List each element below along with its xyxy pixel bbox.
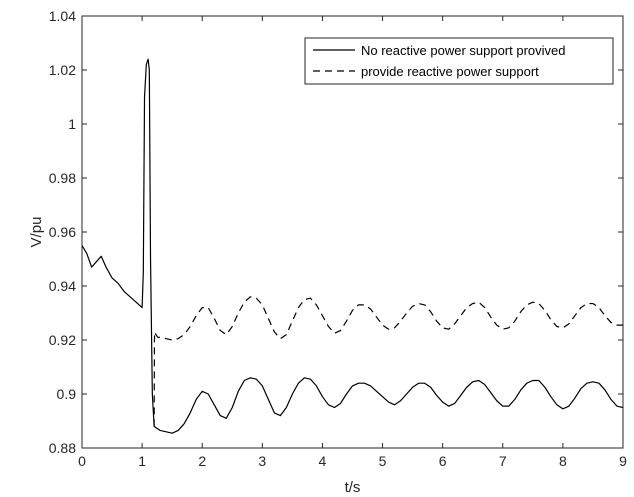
x-tick-label: 7: [499, 453, 507, 469]
y-tick-label: 0.94: [49, 278, 76, 294]
x-axis-title: t/s: [345, 479, 361, 496]
legend-label-1: No reactive power support provived: [361, 43, 566, 58]
series-line-1: [82, 59, 623, 433]
y-tick-label: 1.02: [49, 62, 76, 78]
y-tick-label: 0.98: [49, 170, 76, 186]
x-tick-label: 3: [258, 453, 266, 469]
legend-label-2: provide reactive power support: [361, 64, 539, 79]
y-tick-label: 1.04: [49, 8, 76, 24]
x-tick-label: 0: [78, 453, 86, 469]
x-tick-label: 1: [138, 453, 146, 469]
x-tick-label: 6: [439, 453, 447, 469]
y-tick-label: 0.9: [57, 386, 77, 402]
y-tick-label: 0.88: [49, 440, 76, 456]
x-tick-label: 9: [619, 453, 627, 469]
y-tick-label: 0.92: [49, 332, 76, 348]
y-tick-label: 0.96: [49, 224, 76, 240]
x-tick-label: 5: [379, 453, 387, 469]
x-tick-label: 2: [198, 453, 206, 469]
y-axis-title: V/pu: [28, 217, 45, 248]
y-tick-label: 1: [68, 116, 76, 132]
x-tick-label: 4: [319, 453, 327, 469]
series-line-2: [154, 297, 623, 427]
x-tick-label: 8: [559, 453, 567, 469]
